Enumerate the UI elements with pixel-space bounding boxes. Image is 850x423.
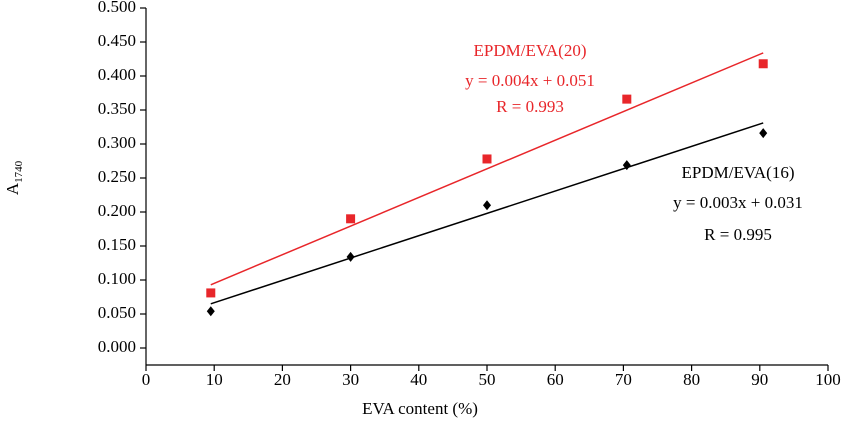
x-tick-label: 70: [615, 370, 632, 389]
y-axis-label-main: A: [3, 182, 22, 195]
point: [206, 288, 216, 298]
y-tick-label: 0.050: [98, 303, 136, 322]
point: [759, 128, 768, 139]
x-tick-label: 20: [274, 370, 291, 389]
fit-line: [210, 52, 764, 286]
point: [622, 160, 631, 171]
y-tick-label: 0.300: [98, 133, 136, 152]
x-axis-label: EVA content (%): [362, 399, 478, 418]
x-tick-label: 0: [142, 370, 151, 389]
series-label: EPDM/EVA(20): [473, 41, 586, 60]
x-tick-label: 50: [479, 370, 496, 389]
point: [346, 251, 355, 262]
x-tick-label: 80: [683, 370, 700, 389]
y-tick-label: 0.500: [98, 0, 136, 16]
y-axis-label: A1740: [3, 160, 25, 195]
point: [622, 94, 632, 104]
point: [206, 306, 215, 317]
x-tick-label: 30: [342, 370, 359, 389]
x-tick-label: 100: [815, 370, 841, 389]
y-tick-label: 0.100: [98, 269, 136, 288]
x-tick-label: 60: [547, 370, 564, 389]
y-tick-label: 0.000: [98, 337, 136, 356]
y-tick-label: 0.200: [98, 201, 136, 220]
y-tick-label: 0.350: [98, 99, 136, 118]
series-label: EPDM/EVA(16): [681, 163, 794, 182]
r-value: R = 0.995: [704, 225, 772, 244]
point: [758, 59, 768, 69]
fit-line: [210, 122, 764, 305]
point: [482, 154, 492, 164]
x-tick-label: 90: [751, 370, 768, 389]
y-axis-label-sub: 1740: [13, 160, 25, 183]
equation: y = 0.004x + 0.051: [465, 71, 595, 90]
x-tick-label: 10: [206, 370, 223, 389]
point: [346, 214, 356, 224]
y-tick-label: 0.450: [98, 31, 136, 50]
y-tick-label: 0.150: [98, 235, 136, 254]
equation: y = 0.003x + 0.031: [673, 193, 803, 212]
point: [483, 200, 491, 211]
x-tick-label: 40: [410, 370, 427, 389]
y-tick-label: 0.400: [98, 65, 136, 84]
y-tick-label: 0.250: [98, 167, 136, 186]
r-value: R = 0.993: [496, 97, 564, 116]
